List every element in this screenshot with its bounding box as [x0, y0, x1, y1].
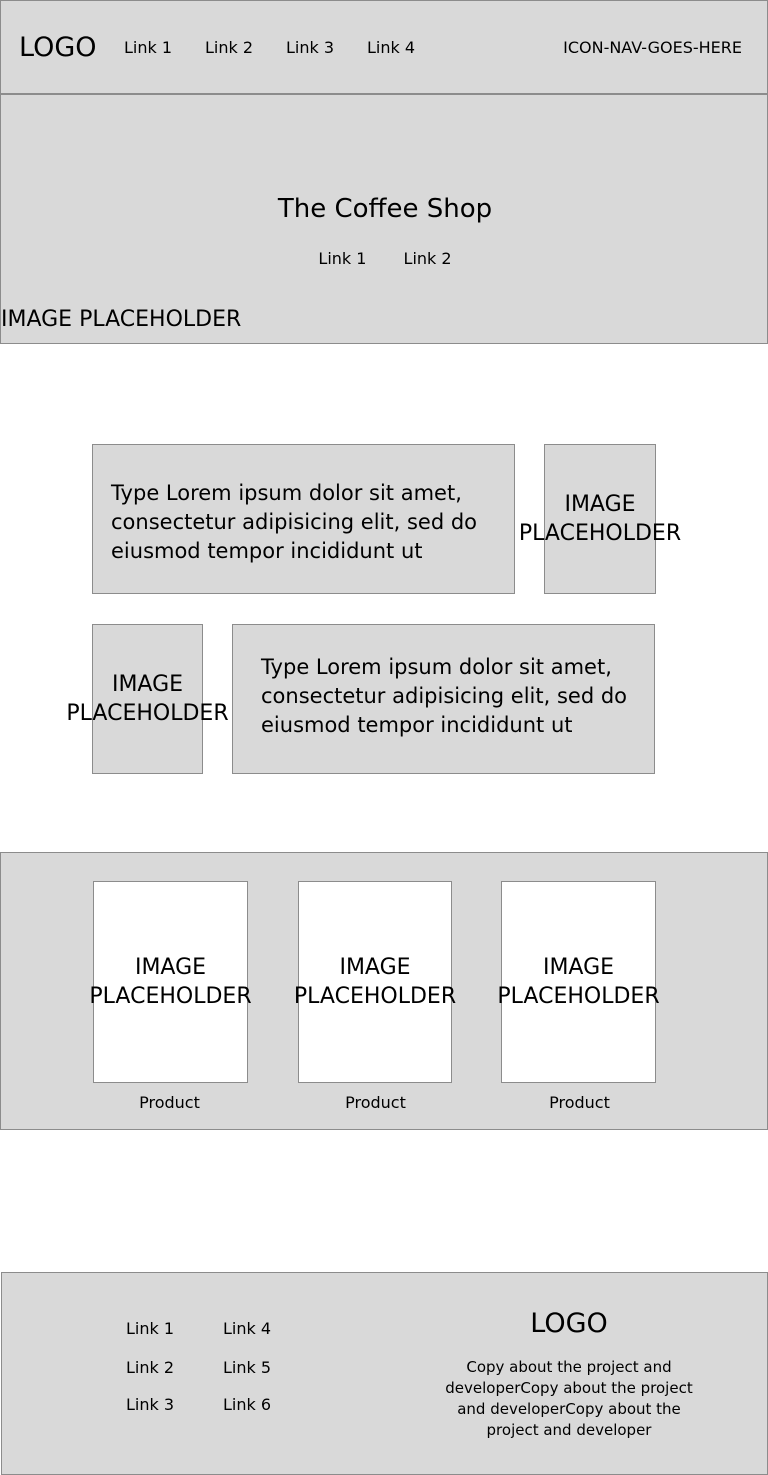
products-section: IMAGE PLACEHOLDER Product IMAGE PLACEHOL…: [0, 852, 768, 1130]
footer-copy: Copy about the project and developerCopy…: [445, 1358, 693, 1439]
header-logo[interactable]: LOGO: [19, 32, 97, 63]
content-image-placeholder-2: IMAGE PLACEHOLDER: [66, 624, 229, 774]
nav-link-3[interactable]: Link 3: [286, 38, 335, 57]
footer-link-3[interactable]: Link 3: [126, 1395, 175, 1414]
footer: Link 1 Link 2 Link 3 Link 4 Link 5 Link …: [1, 1272, 768, 1475]
product-image-label: IMAGE PLACEHOLDER: [89, 955, 252, 1009]
hero-section: The Coffee Shop Link 1 Link 2 IMAGE PLAC…: [0, 94, 768, 344]
icon-nav-placeholder[interactable]: ICON-NAV-GOES-HERE: [563, 38, 742, 57]
header-bar: LOGO Link 1 Link 2 Link 3 Link 4 ICON-NA…: [0, 0, 768, 95]
content-text-block-2: Type Lorem ipsum dolor sit amet, consect…: [232, 624, 655, 774]
hero-title: The Coffee Shop: [277, 194, 493, 224]
product-image-label: IMAGE PLACEHOLDER: [293, 955, 457, 1009]
hero-links: Link 1 Link 2: [1, 249, 768, 268]
product-label-2[interactable]: Product: [345, 1093, 406, 1112]
content-text-1: Type Lorem ipsum dolor sit amet, consect…: [111, 481, 478, 563]
nav-link-2[interactable]: Link 2: [205, 38, 254, 57]
product-card-3[interactable]: IMAGE PLACEHOLDER: [497, 881, 660, 1083]
hero-link-2[interactable]: Link 2: [403, 249, 452, 268]
content-image-label-1: IMAGE PLACEHOLDER: [518, 492, 682, 546]
product-image-label: IMAGE PLACEHOLDER: [497, 955, 660, 1009]
content-text-block-1: Type Lorem ipsum dolor sit amet, consect…: [92, 444, 515, 594]
content-image-placeholder-1: IMAGE PLACEHOLDER: [519, 444, 681, 594]
hero-image-placeholder: IMAGE PLACEHOLDER: [1, 307, 242, 332]
footer-link-5[interactable]: Link 5: [223, 1358, 272, 1377]
content-text-2: Type Lorem ipsum dolor sit amet, consect…: [261, 655, 628, 737]
product-label-3[interactable]: Product: [549, 1093, 610, 1112]
nav-link-4[interactable]: Link 4: [367, 38, 416, 57]
product-label-1[interactable]: Product: [139, 1093, 200, 1112]
hero-link-1[interactable]: Link 1: [318, 249, 367, 268]
footer-link-4[interactable]: Link 4: [223, 1319, 272, 1338]
footer-logo[interactable]: LOGO: [530, 1308, 608, 1339]
nav-link-1[interactable]: Link 1: [124, 38, 173, 57]
product-card-2[interactable]: IMAGE PLACEHOLDER: [294, 881, 456, 1083]
footer-link-1[interactable]: Link 1: [126, 1319, 175, 1338]
product-card-1[interactable]: IMAGE PLACEHOLDER: [89, 881, 252, 1083]
content-image-label-2: IMAGE PLACEHOLDER: [66, 672, 229, 726]
footer-link-6[interactable]: Link 6: [223, 1395, 272, 1414]
footer-link-2[interactable]: Link 2: [126, 1358, 175, 1377]
